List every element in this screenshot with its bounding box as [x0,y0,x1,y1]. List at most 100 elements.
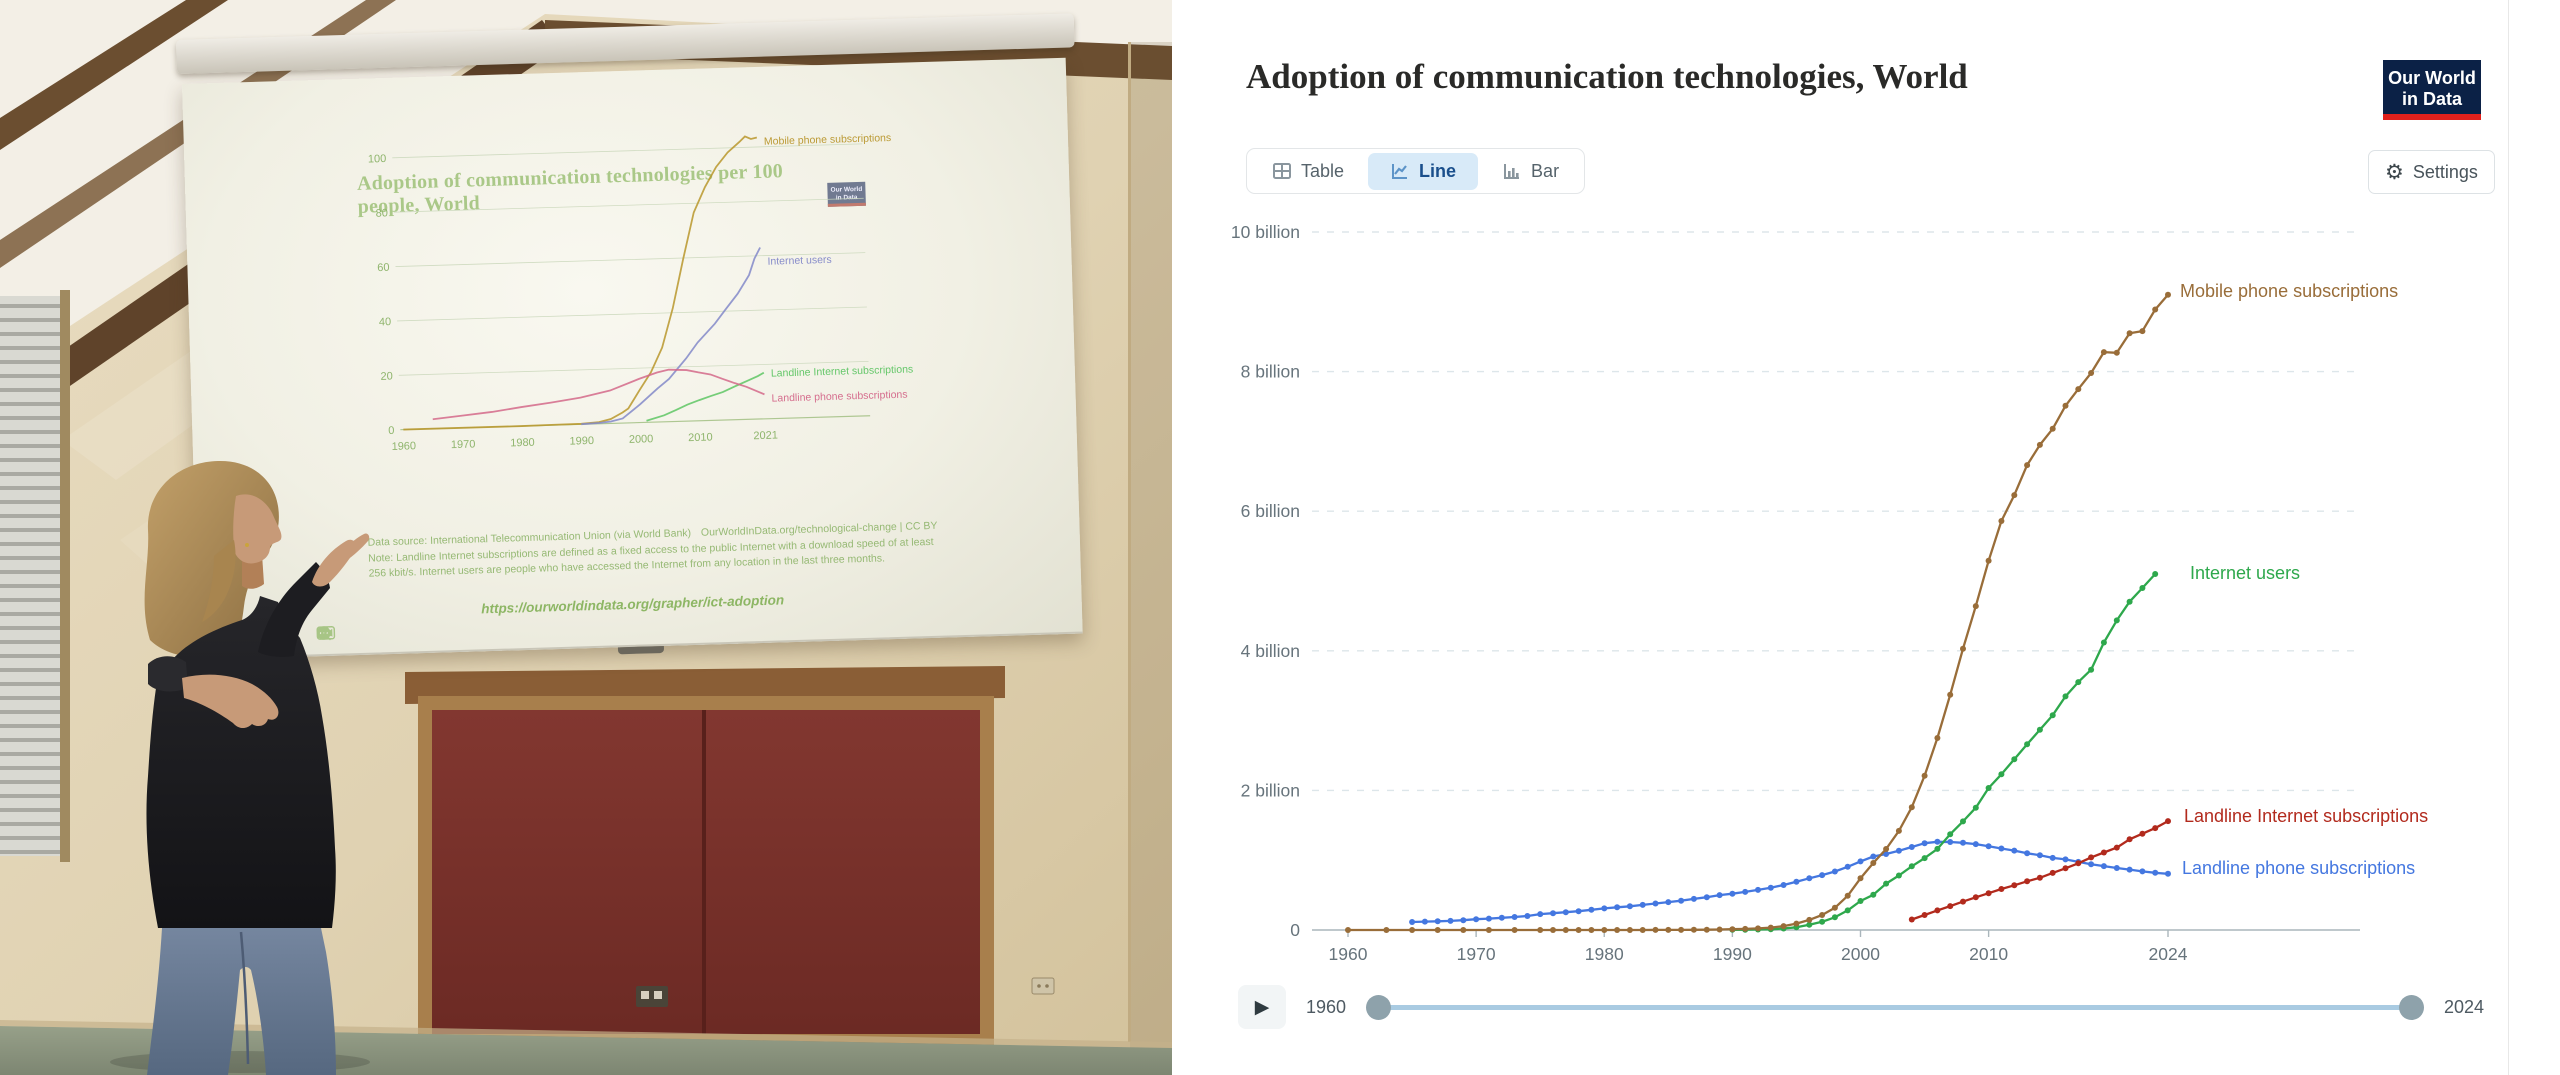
series-label-landline-internet[interactable]: Landline Internet subscriptions [2184,806,2429,826]
data-point [2075,386,2082,393]
data-point [1960,898,1966,905]
data-point [1575,908,1582,915]
data-point [1870,891,1877,898]
data-point [1742,925,1749,932]
play-button[interactable]: ▶ [1238,985,1286,1029]
timeline-start-year: 1960 [1306,996,1347,1017]
data-point [2152,825,2159,832]
data-point [2088,861,2095,868]
data-point [1985,890,1992,897]
data-point [2011,882,2018,889]
timeline-control: ▶ 1960 2024 [1238,983,2484,1031]
settings-button[interactable]: ⚙ Settings [2368,150,2495,194]
data-point [1857,875,1864,882]
data-point [1767,924,1774,931]
y-tick-label: 2 billion [1241,780,1300,800]
tab-bar[interactable]: Bar [1480,153,1581,190]
owid-logo[interactable]: Our World in Data [2383,60,2481,120]
data-point [2036,441,2043,448]
data-point [1409,919,1416,925]
data-point [2049,425,2056,432]
data-point [1485,915,1492,922]
series-label-mobile[interactable]: Mobile phone subscriptions [2180,281,2399,301]
data-point [2075,860,2082,867]
window-blinds [0,296,64,856]
data-point [1934,845,1941,852]
slide-y-tick: 80 [376,207,389,219]
line-chart-area[interactable]: 0 2 billion 4 billion 6 billion 8 billion 10 … [1172,200,2560,990]
data-point [1908,844,1915,850]
slide-y-tick: 0 [388,425,394,437]
data-point [2062,693,2069,700]
x-tick-label: 1970 [1457,944,1496,964]
timeline-track[interactable] [1376,1005,2414,1010]
data-point [1857,858,1864,865]
data-point [1665,899,1672,906]
data-point [1883,851,1890,857]
data-point [1537,911,1544,918]
x-tick-label: 2024 [2149,944,2188,964]
slide-x-tick: 1960 [391,440,416,453]
data-point [1947,839,1954,845]
data-point [1639,901,1646,908]
data-point [2011,756,2018,763]
data-point [1985,557,1992,564]
data-point [2088,854,2095,861]
data-point [2152,571,2159,577]
projector-screen: Adoption of communication technologies p… [182,57,1083,660]
slide-series-line [432,368,765,421]
projected-slide: Adoption of communication technologies p… [334,119,975,642]
data-point [1934,907,1941,914]
data-point [2011,847,2018,854]
tab-line[interactable]: Line [1368,152,1479,190]
data-point [1793,920,1800,927]
main-line-chart[interactable]: 0 2 billion 4 billion 6 billion 8 billion 10 … [1172,200,2560,990]
slide-x-tick: 1990 [569,435,594,448]
tab-table[interactable]: Table [1250,153,1366,190]
wall-outlet [1031,977,1055,995]
slide-x-tick: 2010 [688,431,713,444]
data-point [1716,926,1723,933]
series-line [1348,294,2169,932]
data-point [1716,892,1723,899]
data-point [1639,927,1646,933]
timeline-slider[interactable] [1366,985,2424,1029]
data-point [1921,855,1928,862]
x-tick-label: 1980 [1585,944,1624,964]
data-point [1908,804,1915,811]
data-point [1755,925,1761,932]
data-point [2100,639,2107,646]
data-point [2049,869,2056,876]
data-point [2113,349,2120,356]
data-point [1460,917,1467,924]
data-point [2024,462,2031,469]
data-point [1460,927,1467,933]
data-point [1729,926,1736,933]
share-arrow-icon [317,626,331,640]
data-point [1960,645,1966,652]
data-point [2113,617,2120,624]
data-point [1780,923,1787,930]
data-point [1947,903,1954,910]
data-point [1883,846,1890,852]
data-point [1665,926,1672,933]
data-point [1806,916,1813,923]
data-point [1588,927,1595,933]
data-point [1972,804,1979,811]
data-point [1626,903,1633,910]
data-point [2139,585,2146,591]
data-point [1626,927,1633,933]
timeline-handle-end[interactable] [2398,995,2424,1020]
series-label-landline-phone[interactable]: Landline phone subscriptions [2182,858,2416,878]
series-label-internet[interactable]: Internet users [2190,563,2301,583]
data-point [1819,872,1826,879]
data-point [1921,840,1928,847]
slide-series-line [581,247,761,426]
x-tick-label: 2010 [1969,944,2008,964]
data-point [2113,865,2120,871]
data-point [1895,847,1902,854]
data-point [1575,927,1582,933]
data-point [2088,666,2095,673]
timeline-handle-start[interactable] [1366,995,1392,1020]
